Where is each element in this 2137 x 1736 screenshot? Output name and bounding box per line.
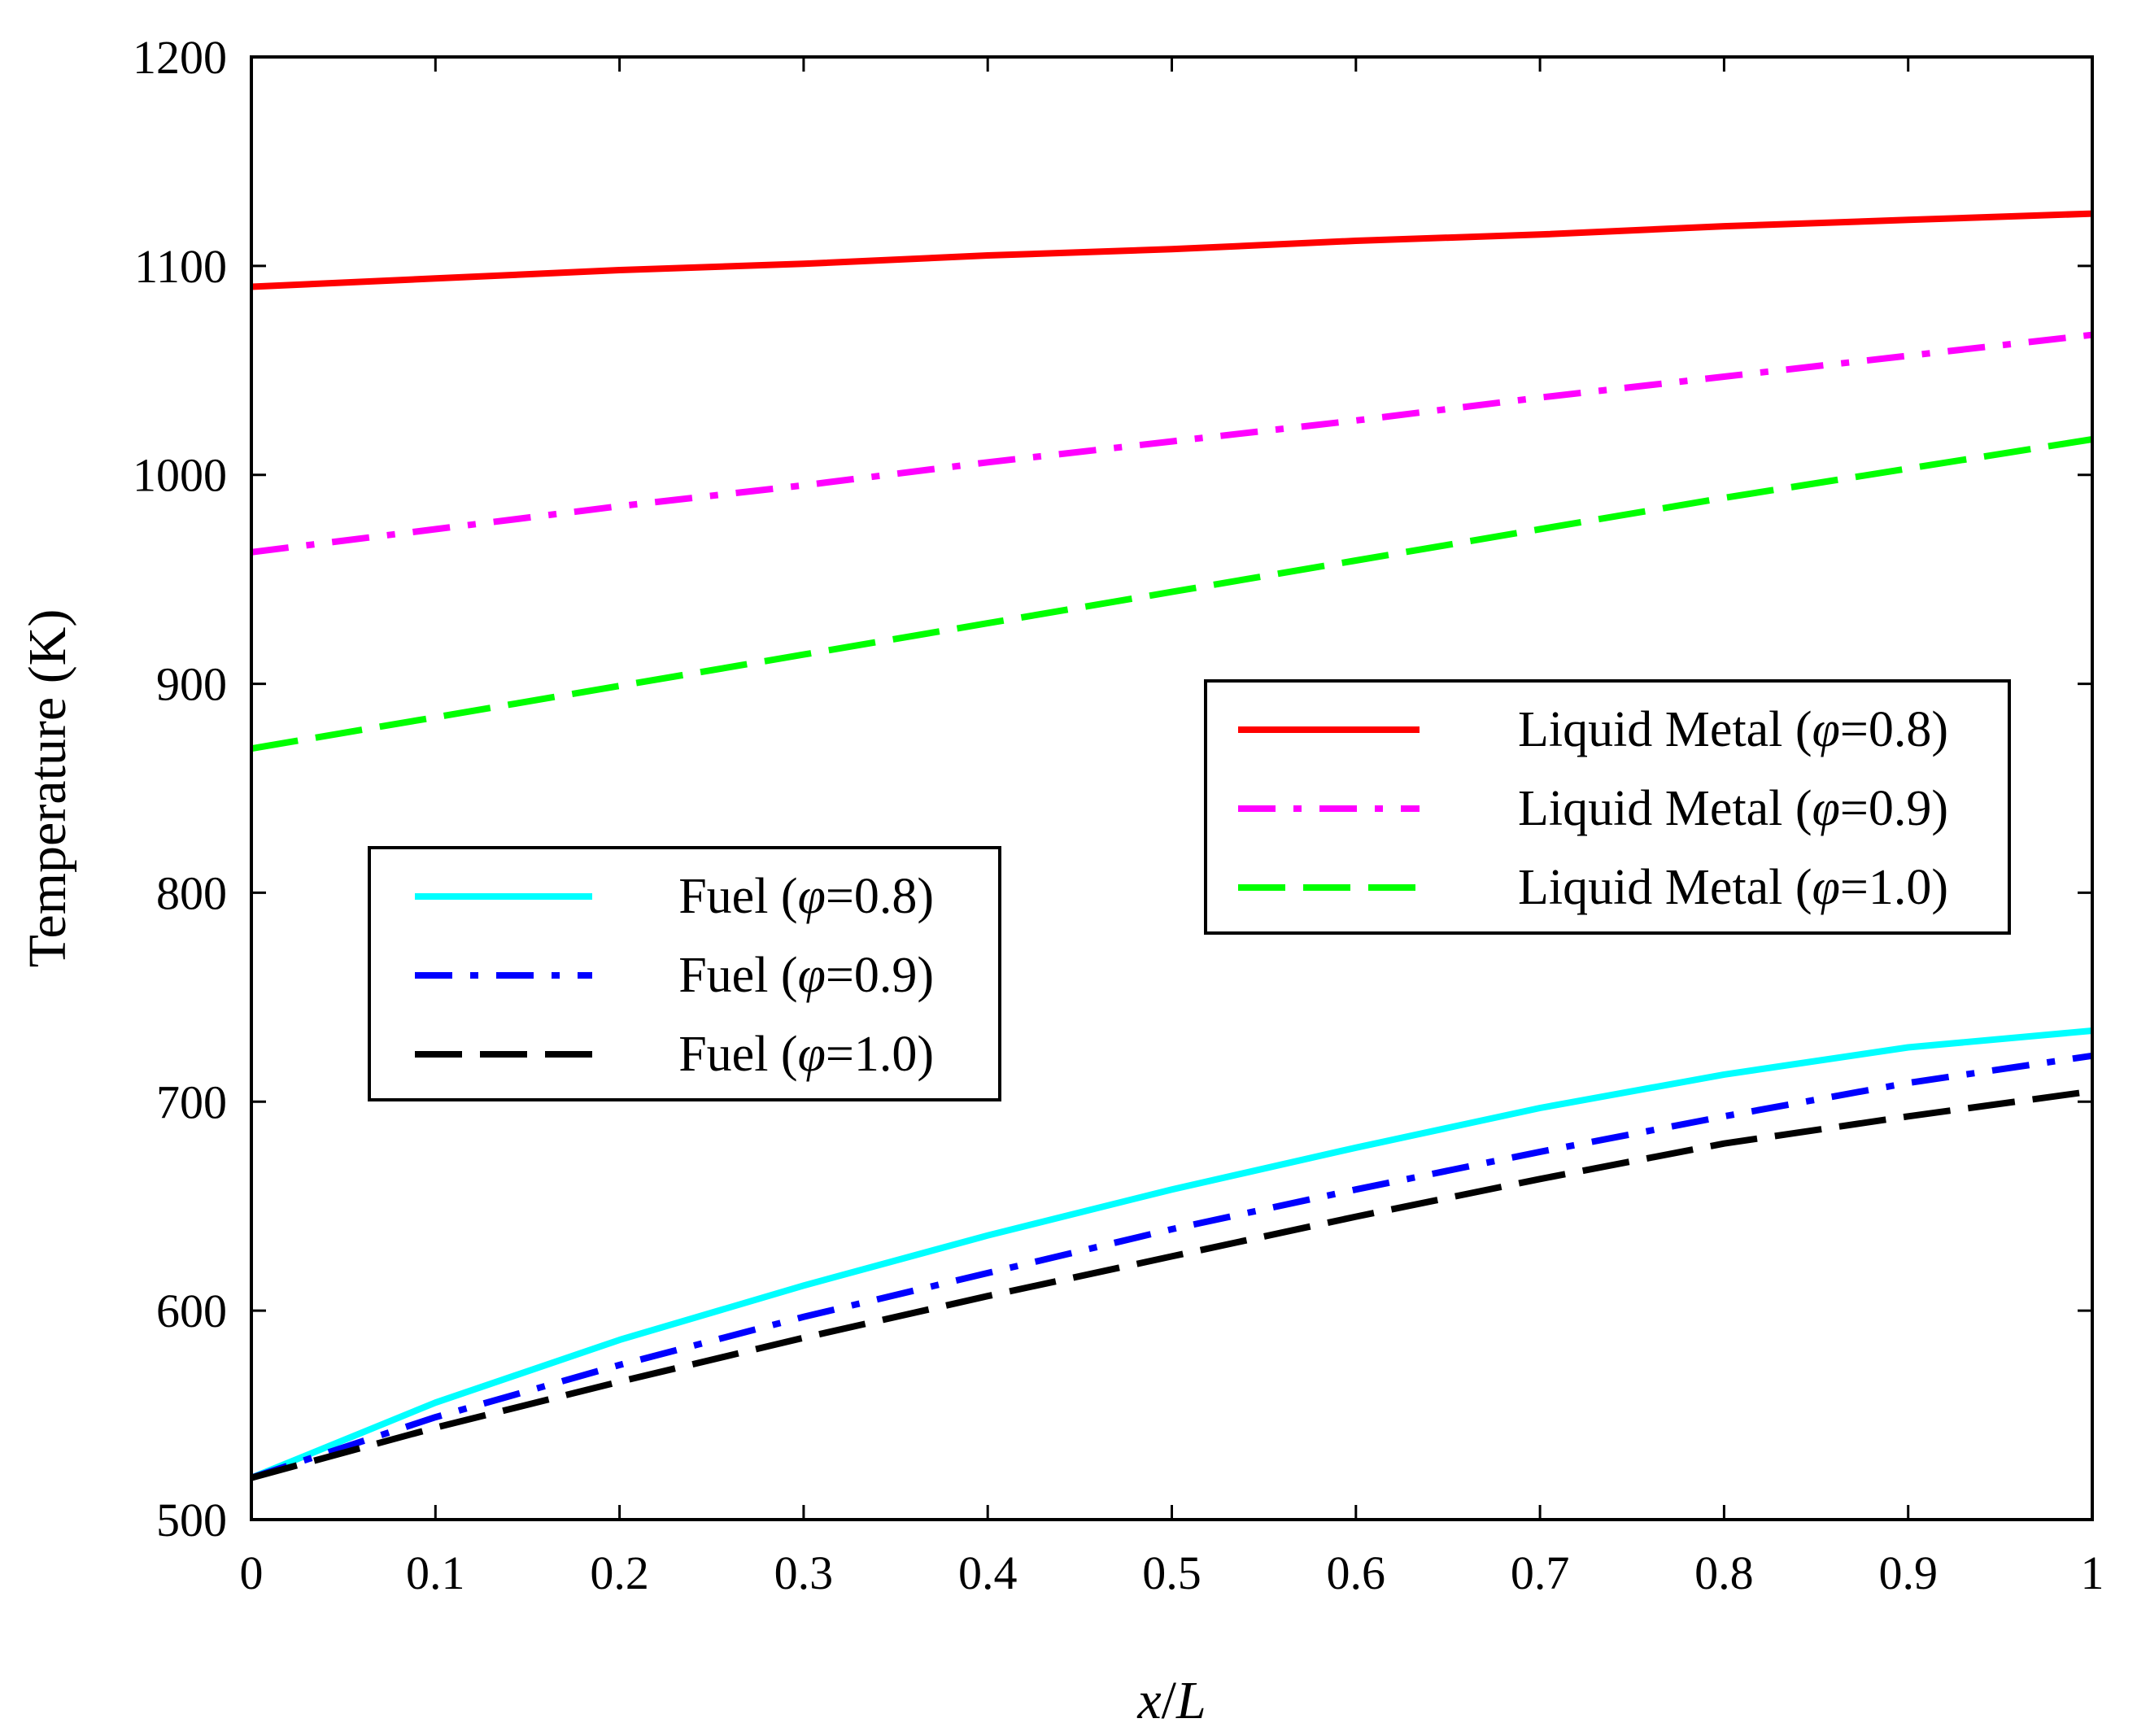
x-tick-label: 0.9 (1878, 1546, 1938, 1599)
x-tick-label: 0.4 (958, 1546, 1018, 1599)
y-tick-label: 1200 (133, 31, 227, 84)
series-line (251, 210, 2093, 290)
series-line (251, 331, 2093, 556)
x-tick-label: 0.8 (1694, 1546, 1754, 1599)
x-tick-label: 0.6 (1327, 1546, 1386, 1599)
y-tick-label: 900 (156, 658, 227, 711)
y-tick-label: 1000 (133, 449, 227, 502)
legend-label: Fuel (φ=1.0) (678, 1027, 934, 1082)
y-tick-label: 800 (156, 866, 227, 919)
y-tick-label: 600 (156, 1285, 227, 1337)
x-tick-label: 0.7 (1511, 1546, 1570, 1599)
y-tick-label: 500 (156, 1494, 227, 1546)
x-tick-label: 0.2 (590, 1546, 649, 1599)
legend-label: Fuel (φ=0.9) (678, 948, 934, 1003)
x-tick-label: 0 (240, 1546, 264, 1599)
legend-label: Liquid Metal (φ=0.9) (1518, 781, 1948, 836)
series-line (250, 1052, 2093, 1481)
tick-layer: 0 0.1 0.2 0.3 0.4 0.5 0.6 0.7 0.8 0.9 1 500 600 700 80… (133, 31, 2104, 1599)
y-tick-label: 1100 (134, 240, 227, 293)
x-tick-label: 0.3 (774, 1546, 834, 1599)
x-tick-label: 0.1 (406, 1546, 465, 1599)
legend-layer: Liquid Metal (φ=0.8) Liquid Metal (φ=0.9)… (368, 679, 2011, 1101)
series-line (250, 1088, 2093, 1481)
legend-label: Liquid Metal (φ=1.0) (1518, 860, 1948, 915)
y-tick-label: 700 (156, 1075, 227, 1128)
legend-label: Liquid Metal (φ=0.8) (1518, 702, 1948, 757)
legend-label: Fuel (φ=0.8) (678, 869, 934, 924)
x-axis-label: x/L (1136, 1671, 1206, 1730)
x-tick-label: 0.5 (1142, 1546, 1202, 1599)
x-tick-label: 1 (2081, 1546, 2104, 1599)
series-line (251, 436, 2093, 752)
series-line (250, 1027, 2093, 1481)
series-layer (250, 210, 2093, 1481)
y-axis-label: Temperature (K) (18, 609, 77, 968)
